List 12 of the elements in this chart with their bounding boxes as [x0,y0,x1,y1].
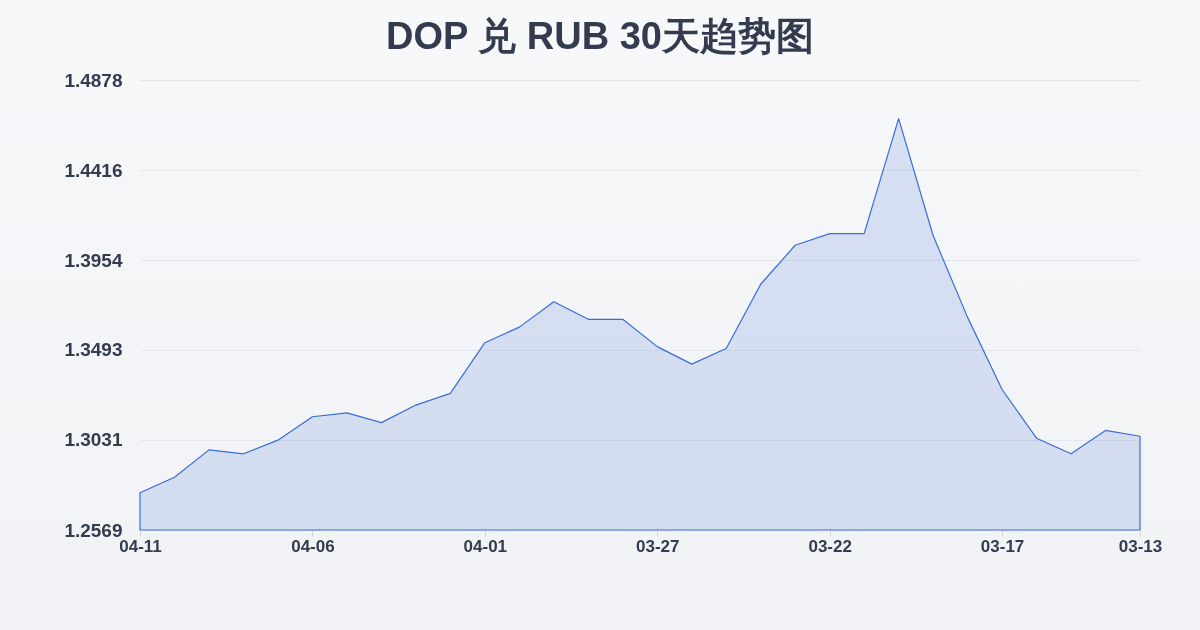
x-tick-label: 03-13 [1118,536,1163,556]
x-tick-label: 03-17 [980,536,1025,556]
x-tick-label: 03-22 [808,536,852,556]
x-tick-label: 04-01 [463,536,508,556]
y-tick-label: 1.3954 [64,249,123,271]
chart-title: DOP 兑 RUB 30天趋势图 [386,15,814,57]
x-tick-label: 04-06 [291,536,335,556]
y-tick-label: 1.4416 [64,159,123,181]
y-tick-label: 1.3493 [64,339,123,361]
y-tick-label: 1.3031 [64,429,123,451]
y-tick-label: 1.4878 [64,69,123,91]
x-tick-label: 03-27 [636,536,680,556]
